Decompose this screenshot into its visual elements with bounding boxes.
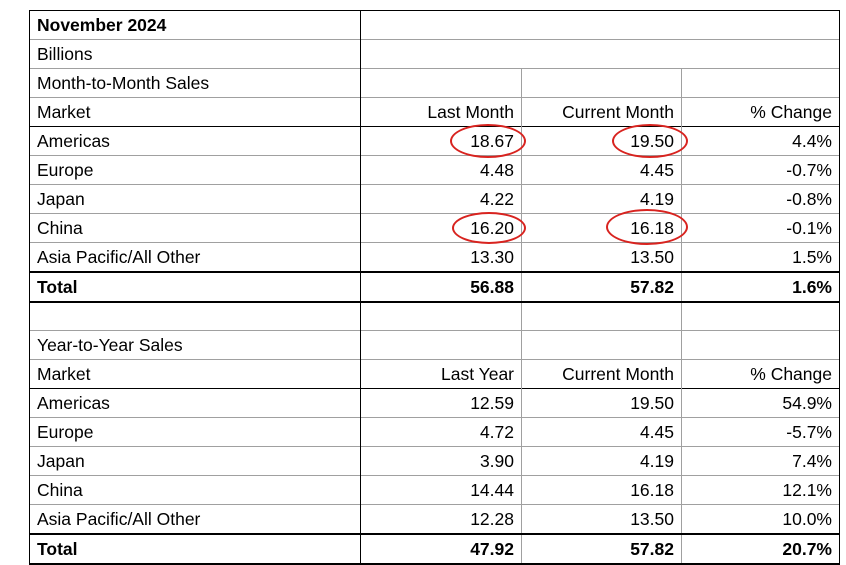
report-title: November 2024 <box>29 10 361 40</box>
table-row: Japan 4.22 4.19 -0.8% <box>29 184 840 214</box>
change-cell: 7.4% <box>681 446 840 476</box>
change-cell: -5.7% <box>681 417 840 447</box>
current-month-cell: 4.45 <box>521 155 682 185</box>
change-cell: -0.7% <box>681 155 840 185</box>
last-month-cell: 13.30 <box>360 242 522 272</box>
blank-cell <box>360 330 522 360</box>
last-year-cell: 12.59 <box>360 388 522 418</box>
table-row: Asia Pacific/All Other 13.30 13.50 1.5% <box>29 242 840 272</box>
table-row: Europe 4.72 4.45 -5.7% <box>29 417 840 447</box>
blank-cell <box>29 302 361 331</box>
last-year-cell: 4.72 <box>360 417 522 447</box>
yty-header-row: Market Last Year Current Month % Change <box>29 359 840 389</box>
blank-cell <box>681 302 840 331</box>
market-cell: Japan <box>29 184 361 214</box>
mtm-header-row: Market Last Month Current Month % Change <box>29 97 840 127</box>
market-cell: Europe <box>29 417 361 447</box>
change-cell: 1.5% <box>681 242 840 272</box>
current-month-cell: 19.50 <box>521 126 682 156</box>
change-cell: -0.8% <box>681 184 840 214</box>
column-header-change: % Change <box>681 359 840 389</box>
title-blank <box>360 10 840 40</box>
yty-section-label: Year-to-Year Sales <box>29 330 361 360</box>
table-row: Japan 3.90 4.19 7.4% <box>29 446 840 476</box>
change-cell: 4.4% <box>681 126 840 156</box>
change-cell: 12.1% <box>681 475 840 505</box>
market-cell: China <box>29 475 361 505</box>
market-cell: Americas <box>29 126 361 156</box>
current-month-cell: 4.19 <box>521 446 682 476</box>
table-row: Americas 12.59 19.50 54.9% <box>29 388 840 418</box>
market-cell: Asia Pacific/All Other <box>29 504 361 535</box>
total-last-month: 56.88 <box>360 271 522 303</box>
total-row: Total 56.88 57.82 1.6% <box>29 271 840 303</box>
column-header-market: Market <box>29 359 361 389</box>
units-blank <box>360 39 840 69</box>
mtm-section-row: Month-to-Month Sales <box>29 68 840 98</box>
table-row: Americas 18.67 19.50 4.4% <box>29 126 840 156</box>
last-year-cell: 12.28 <box>360 504 522 535</box>
market-cell: Asia Pacific/All Other <box>29 242 361 272</box>
market-cell: Americas <box>29 388 361 418</box>
column-header-last-month: Last Month <box>360 97 522 127</box>
spacer-row <box>29 302 840 331</box>
table-row: Europe 4.48 4.45 -0.7% <box>29 155 840 185</box>
current-month-cell: 13.50 <box>521 242 682 272</box>
table-row: China 16.20 16.18 -0.1% <box>29 213 840 243</box>
units-label: Billions <box>29 39 361 69</box>
blank-cell <box>681 330 840 360</box>
current-month-cell: 16.18 <box>521 475 682 505</box>
column-header-change: % Change <box>681 97 840 127</box>
change-cell: -0.1% <box>681 213 840 243</box>
title-row: November 2024 <box>29 10 840 40</box>
market-cell: China <box>29 213 361 243</box>
column-header-current-month: Current Month <box>521 97 682 127</box>
total-label: Total <box>29 271 361 303</box>
total-change: 1.6% <box>681 271 840 303</box>
blank-cell <box>521 68 682 98</box>
last-month-cell: 4.48 <box>360 155 522 185</box>
market-cell: Europe <box>29 155 361 185</box>
last-month-cell: 4.22 <box>360 184 522 214</box>
total-current-month: 57.82 <box>521 533 682 565</box>
current-month-cell: 16.18 <box>521 213 682 243</box>
blank-cell <box>521 330 682 360</box>
column-header-last-year: Last Year <box>360 359 522 389</box>
current-month-cell: 4.19 <box>521 184 682 214</box>
change-cell: 10.0% <box>681 504 840 535</box>
total-row: Total 47.92 57.82 20.7% <box>29 533 840 565</box>
last-year-cell: 14.44 <box>360 475 522 505</box>
market-cell: Japan <box>29 446 361 476</box>
change-cell: 54.9% <box>681 388 840 418</box>
total-current-month: 57.82 <box>521 271 682 303</box>
current-month-cell: 13.50 <box>521 504 682 535</box>
mtm-section-label: Month-to-Month Sales <box>29 68 361 98</box>
total-change: 20.7% <box>681 533 840 565</box>
total-last-year: 47.92 <box>360 533 522 565</box>
last-year-cell: 3.90 <box>360 446 522 476</box>
last-month-cell: 18.67 <box>360 126 522 156</box>
blank-cell <box>681 68 840 98</box>
units-row: Billions <box>29 39 840 69</box>
sales-table: November 2024 Billions Month-to-Month Sa… <box>29 10 840 565</box>
last-month-cell: 16.20 <box>360 213 522 243</box>
yty-section-row: Year-to-Year Sales <box>29 330 840 360</box>
blank-cell <box>360 68 522 98</box>
column-header-current-month: Current Month <box>521 359 682 389</box>
table-row: China 14.44 16.18 12.1% <box>29 475 840 505</box>
blank-cell <box>360 302 522 331</box>
table-row: Asia Pacific/All Other 12.28 13.50 10.0% <box>29 504 840 535</box>
blank-cell <box>521 302 682 331</box>
current-month-cell: 4.45 <box>521 417 682 447</box>
total-label: Total <box>29 533 361 565</box>
current-month-cell: 19.50 <box>521 388 682 418</box>
column-header-market: Market <box>29 97 361 127</box>
